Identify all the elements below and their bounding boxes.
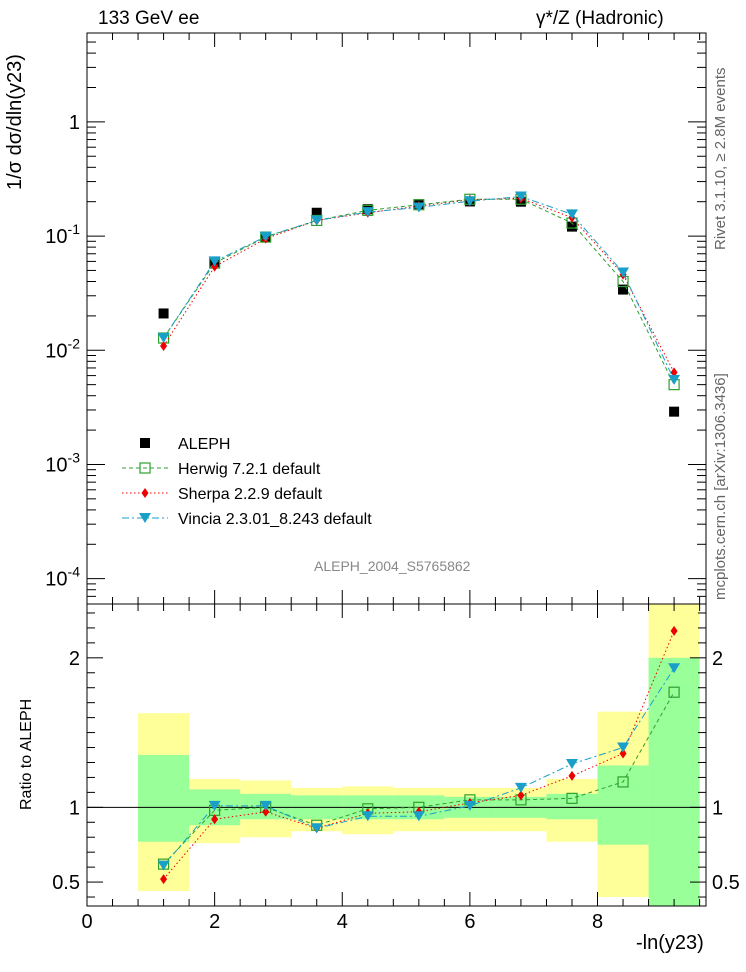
main-point <box>361 207 374 218</box>
ratio-y-tick-label-right: 1 <box>712 797 723 819</box>
ratio-y-tick-label: 2 <box>69 648 80 670</box>
ratio-point <box>565 758 578 769</box>
main-point <box>157 333 170 344</box>
ratio-point <box>668 686 680 698</box>
legend-marker <box>139 462 151 474</box>
main-point <box>412 202 425 213</box>
y-tick-label: 1 <box>69 112 80 134</box>
y-tick-label: 10-4 <box>45 564 80 591</box>
main-point <box>211 261 219 272</box>
ratio-point <box>412 811 425 822</box>
legend-marker <box>140 438 150 448</box>
y-tick-label: 10-2 <box>45 335 80 362</box>
side-text-top: Rivet 3.1.10, ≥ 2.8M events <box>712 67 729 251</box>
main-ylabel-text: 1/σ dσ/dln(y23) <box>4 54 26 190</box>
main-point <box>208 256 221 267</box>
ratio-series-line <box>163 691 675 865</box>
legend-label: ALEPH <box>178 436 230 453</box>
ratio-point <box>568 770 576 781</box>
main-point <box>566 221 577 232</box>
main-point <box>670 367 678 378</box>
main-series-line <box>163 198 675 385</box>
ratio-point <box>670 625 678 636</box>
main-point <box>158 308 169 319</box>
ratio-y-tick-label: 1 <box>69 797 80 819</box>
main-point <box>310 215 323 226</box>
ratio-ylabel: Ratio to ALEPH <box>18 698 35 810</box>
main-point <box>617 267 630 278</box>
header-right: γ*/Z (Hadronic) <box>536 8 664 29</box>
legend-marker <box>139 513 151 523</box>
ratio-point <box>262 806 270 817</box>
main-point <box>668 374 681 385</box>
ratio-point <box>566 792 578 804</box>
analysis-label: ALEPH_2004_S5765862 <box>314 558 471 574</box>
ratio-point <box>517 790 525 801</box>
ratio-point <box>310 823 323 834</box>
ratio-point <box>361 811 374 822</box>
side-text-bottom: mcplots.cern.ch [arXiv:1306.3436] <box>712 373 729 600</box>
main-point <box>514 191 527 202</box>
legend-label: Vincia 2.3.01_8.243 default <box>178 511 372 528</box>
ratio-point <box>514 782 527 793</box>
x-tick-label: 8 <box>592 911 603 933</box>
ratio-band-inner <box>138 755 190 842</box>
ratio-point <box>208 800 221 811</box>
x-tick-label: 0 <box>81 911 92 933</box>
ratio-xlabel: -ln(y23) <box>636 932 704 954</box>
ratio-point <box>619 748 627 759</box>
main-point <box>259 231 272 242</box>
x-tick-label: 2 <box>209 911 220 933</box>
y-tick-label: 10-1 <box>45 221 80 248</box>
ratio-point <box>617 776 629 788</box>
ratio-y-tick-label: 0.5 <box>52 872 80 894</box>
ratio-band-inner <box>597 765 649 845</box>
ratio-point <box>211 814 219 825</box>
ratio-y-tick-label-right: 2 <box>712 648 723 670</box>
main-point <box>565 209 578 220</box>
ratio-y-tick-label-right: 0.5 <box>712 872 740 894</box>
ratio-point <box>463 800 476 811</box>
x-tick-label: 4 <box>337 911 348 933</box>
main-point <box>463 196 476 207</box>
header-left: 133 GeV ee <box>98 8 200 29</box>
main-ylabel: 1/σ dσ/dln(y23) <box>4 54 27 190</box>
main-point <box>160 340 168 351</box>
legend-marker <box>141 488 149 498</box>
ratio-frame <box>86 603 707 907</box>
ratio-band-inner <box>546 793 598 820</box>
main-series-line <box>163 196 675 381</box>
x-tick-label: 6 <box>464 911 475 933</box>
y-tick-label: 10-3 <box>45 449 80 476</box>
ratio-band-inner <box>648 657 700 906</box>
ratio-point <box>259 800 272 811</box>
ratio-point <box>160 874 168 885</box>
ratio-point <box>617 742 630 753</box>
legend-label: Herwig 7.2.1 default <box>178 461 321 478</box>
ratio-point <box>668 663 681 674</box>
ratio-point <box>157 860 170 871</box>
main-series-line <box>163 197 675 373</box>
main-point <box>618 284 629 295</box>
legend-label: Sherpa 2.2.9 default <box>178 486 323 503</box>
main-point <box>311 207 322 218</box>
main-point <box>669 406 680 417</box>
